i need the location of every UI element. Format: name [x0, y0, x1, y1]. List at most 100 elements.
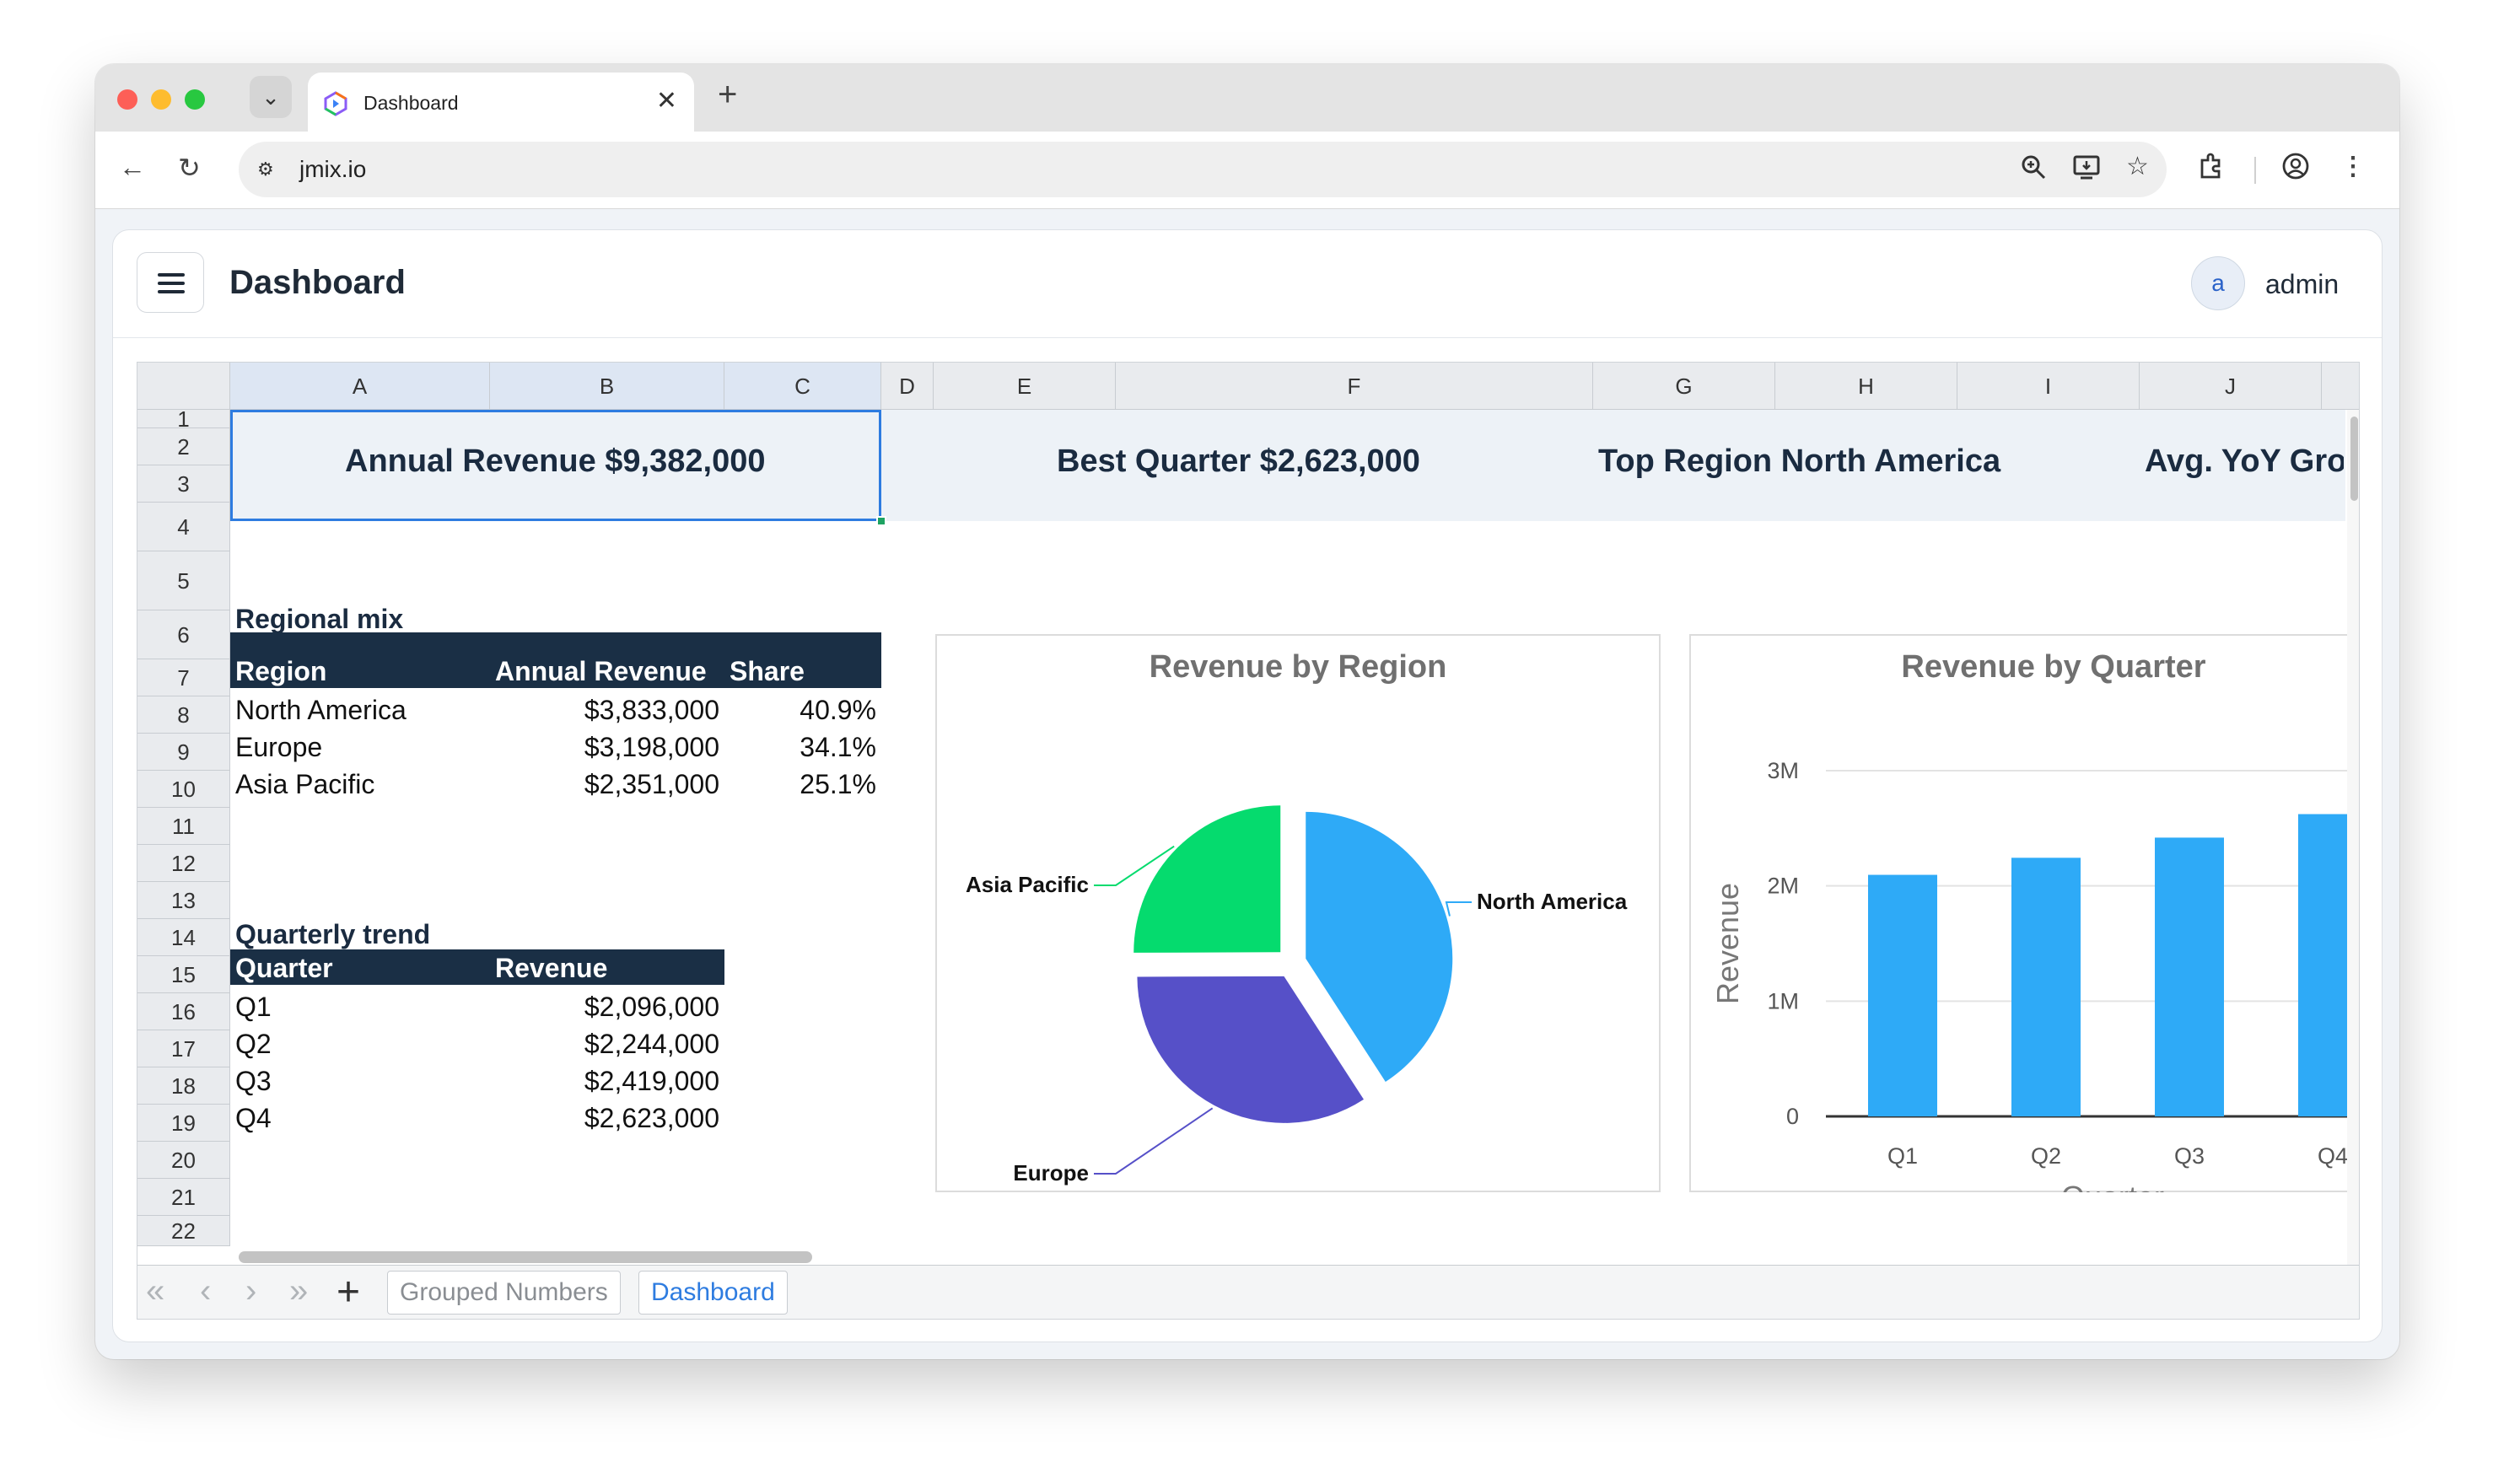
column-header[interactable]: C — [724, 363, 881, 410]
browser-tab[interactable]: Dashboard ✕ — [308, 73, 694, 132]
bookmark-star-icon[interactable]: ☆ — [2126, 153, 2149, 180]
row-header[interactable]: 6 — [137, 610, 230, 659]
table-cell[interactable]: $2,351,000 — [584, 769, 719, 799]
table-cell[interactable]: Asia Pacific — [235, 769, 375, 799]
row-header[interactable]: 15 — [137, 956, 230, 993]
column-header[interactable]: G — [1593, 363, 1775, 410]
add-sheet-button[interactable]: + — [337, 1270, 361, 1315]
column-header[interactable]: I — [1957, 363, 2140, 410]
pie-slice — [1137, 976, 1364, 1123]
address-bar[interactable]: ⚙ jmix.io ☆ — [239, 142, 2167, 197]
install-app-icon[interactable] — [2072, 153, 2101, 180]
sheet-tab-grouped-numbers[interactable]: Grouped Numbers — [387, 1271, 621, 1315]
table-cell[interactable]: 34.1% — [800, 732, 876, 762]
table-cell[interactable]: Q1 — [235, 992, 272, 1022]
site-settings-icon[interactable]: ⚙ — [257, 159, 274, 180]
table-cell[interactable]: $3,833,000 — [584, 695, 719, 725]
column-label[interactable]: Share — [730, 656, 805, 686]
column-header[interactable]: D — [881, 363, 934, 410]
column-label[interactable]: Region — [235, 656, 327, 686]
table-cell[interactable]: Q4 — [235, 1103, 272, 1133]
vertical-scrollbar[interactable] — [2347, 410, 2359, 1287]
row-header[interactable]: 14 — [137, 919, 230, 956]
row-header[interactable]: 12 — [137, 845, 230, 882]
drawer-toggle-button[interactable] — [137, 252, 204, 313]
column-label[interactable]: Annual Revenue — [495, 656, 707, 686]
row-header[interactable]: 21 — [137, 1179, 230, 1216]
table-cell[interactable]: $2,096,000 — [584, 992, 719, 1022]
row-header[interactable]: 1 — [137, 408, 230, 430]
row-header[interactable]: 5 — [137, 551, 230, 610]
row-header[interactable]: 10 — [137, 771, 230, 808]
row-header[interactable]: 11 — [137, 808, 230, 845]
first-sheet-icon[interactable]: « — [146, 1272, 165, 1309]
table-cell[interactable]: Q2 — [235, 1029, 272, 1059]
fill-handle[interactable] — [876, 516, 886, 526]
table-cell[interactable]: $2,419,000 — [584, 1066, 719, 1096]
table-cell[interactable]: Europe — [235, 732, 323, 762]
table-cell[interactable]: North America — [235, 695, 407, 725]
table-cell[interactable]: Q3 — [235, 1066, 272, 1096]
kpi-annual-revenue[interactable]: Annual Revenue $9,382,000 — [345, 444, 766, 479]
table-cell[interactable]: $3,198,000 — [584, 732, 719, 762]
column-header[interactable]: J — [2140, 363, 2322, 410]
row-header[interactable]: 9 — [137, 734, 230, 771]
column-label[interactable]: Quarter — [235, 953, 333, 983]
row-header[interactable]: 19 — [137, 1105, 230, 1142]
quarterly-section-title[interactable]: Quarterly trend — [235, 919, 431, 949]
column-header[interactable]: B — [490, 363, 724, 410]
kpi-best-quarter[interactable]: Best Quarter $2,623,000 — [1057, 444, 1420, 479]
next-sheet-icon[interactable]: › — [245, 1272, 257, 1309]
back-arrow-icon[interactable]: ← — [119, 152, 146, 182]
close-window-button[interactable] — [117, 89, 137, 110]
vertical-scroll-thumb[interactable] — [2350, 417, 2358, 501]
minimize-window-button[interactable] — [151, 89, 171, 110]
cell-selection[interactable] — [230, 410, 881, 521]
table-cell[interactable]: 25.1% — [800, 769, 876, 799]
last-sheet-icon[interactable]: » — [289, 1272, 309, 1309]
profile-icon[interactable] — [2281, 152, 2310, 180]
table-cell[interactable]: 40.9% — [800, 695, 876, 725]
row-header[interactable]: 17 — [137, 1030, 230, 1067]
maximize-window-button[interactable] — [185, 89, 205, 110]
zoom-icon[interactable] — [2020, 153, 2047, 180]
row-header[interactable]: 8 — [137, 696, 230, 734]
extensions-icon[interactable] — [2197, 152, 2226, 180]
row-header[interactable]: 20 — [137, 1142, 230, 1179]
column-header[interactable]: A — [230, 363, 490, 410]
column-header[interactable]: F — [1116, 363, 1593, 410]
row-header[interactable]: 13 — [137, 882, 230, 919]
avatar[interactable]: a — [2191, 256, 2245, 310]
row-header[interactable]: 16 — [137, 993, 230, 1030]
reload-icon[interactable]: ↻ — [178, 153, 201, 183]
column-header-overflow[interactable] — [2322, 363, 2359, 410]
user-name[interactable]: admin — [2265, 269, 2340, 299]
pie-chart[interactable]: Revenue by Region North America Europe Asi… — [935, 634, 1661, 1192]
row-header[interactable]: 22 — [137, 1216, 230, 1246]
table-cell[interactable]: $2,623,000 — [584, 1103, 719, 1133]
row-header[interactable]: 3 — [137, 465, 230, 503]
new-tab-button[interactable]: + — [718, 76, 738, 113]
pie-slice — [1306, 811, 1453, 1082]
tab-close-icon[interactable]: ✕ — [655, 87, 677, 115]
column-label[interactable]: Revenue — [495, 953, 608, 983]
row-header[interactable]: 18 — [137, 1067, 230, 1105]
prev-sheet-icon[interactable]: ‹ — [200, 1272, 212, 1309]
spreadsheet[interactable]: A B C D E F G H I J 1 2 3 4 5 6 7 8 9 10 11 12 13 14 1… — [137, 362, 2360, 1320]
horizontal-scroll-thumb[interactable] — [239, 1251, 812, 1263]
browser-menu-icon[interactable]: ⋮ — [2340, 153, 2366, 180]
column-header[interactable]: E — [934, 363, 1116, 410]
kpi-top-region[interactable]: Top Region North America — [1598, 444, 2001, 479]
select-all-corner[interactable] — [137, 363, 230, 410]
hamburger-icon — [158, 282, 185, 285]
row-header[interactable]: 2 — [137, 428, 230, 465]
bar-chart[interactable]: Revenue by Quarter 0 1M 2M 3M Q1 Q2 Q3 Q4 Quarte… — [1689, 634, 2359, 1192]
table-cell[interactable]: $2,244,000 — [584, 1029, 719, 1059]
kpi-avg-yoy[interactable]: Avg. YoY Gro — [2145, 444, 2344, 479]
row-header[interactable]: 7 — [137, 659, 230, 696]
column-header[interactable]: H — [1775, 363, 1957, 410]
row-header[interactable]: 4 — [137, 503, 230, 551]
sheet-tab-dashboard[interactable]: Dashboard — [638, 1271, 788, 1315]
tab-search-chevron-icon[interactable]: ⌄ — [250, 76, 292, 118]
regional-section-title[interactable]: Regional mix — [235, 604, 404, 634]
